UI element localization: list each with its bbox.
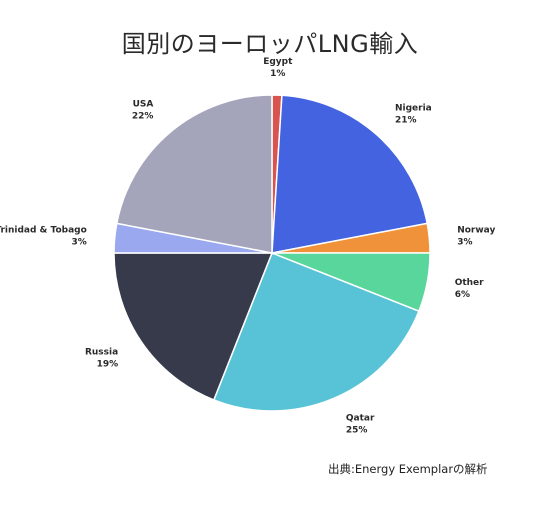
- slice-label-nigeria: Nigeria: [395, 104, 432, 114]
- slice-label-egypt: Egypt: [263, 57, 293, 67]
- chart-title: 国別のヨーロッパLNG輸入: [121, 30, 419, 58]
- slice-percent-qatar: 25%: [346, 426, 368, 436]
- slice-label-trinidad-tobago: Trinidad & Tobago: [0, 226, 87, 236]
- slice-qatar: [212, 252, 420, 412]
- chart-source: 出典:Energy Exemplarの解析: [328, 462, 488, 476]
- slice-percent-usa: 22%: [132, 112, 154, 122]
- slice-percent-russia: 19%: [97, 360, 119, 370]
- slice-nigeria: [271, 94, 429, 254]
- slice-label-russia: Russia: [85, 348, 118, 358]
- slice-percent-other: 6%: [455, 290, 470, 300]
- slice-percent-trinidad-tobago: 3%: [72, 238, 87, 248]
- slice-percent-nigeria: 21%: [395, 116, 417, 126]
- slice-percent-egypt: 1%: [270, 69, 285, 79]
- slice-usa: [115, 94, 273, 254]
- slice-label-other: Other: [455, 278, 484, 288]
- slice-percent-norway: 3%: [457, 238, 472, 248]
- slice-label-usa: USA: [133, 100, 154, 110]
- slice-label-norway: Norway: [457, 226, 495, 236]
- slice-russia: [113, 252, 274, 401]
- slice-label-qatar: Qatar: [346, 414, 375, 424]
